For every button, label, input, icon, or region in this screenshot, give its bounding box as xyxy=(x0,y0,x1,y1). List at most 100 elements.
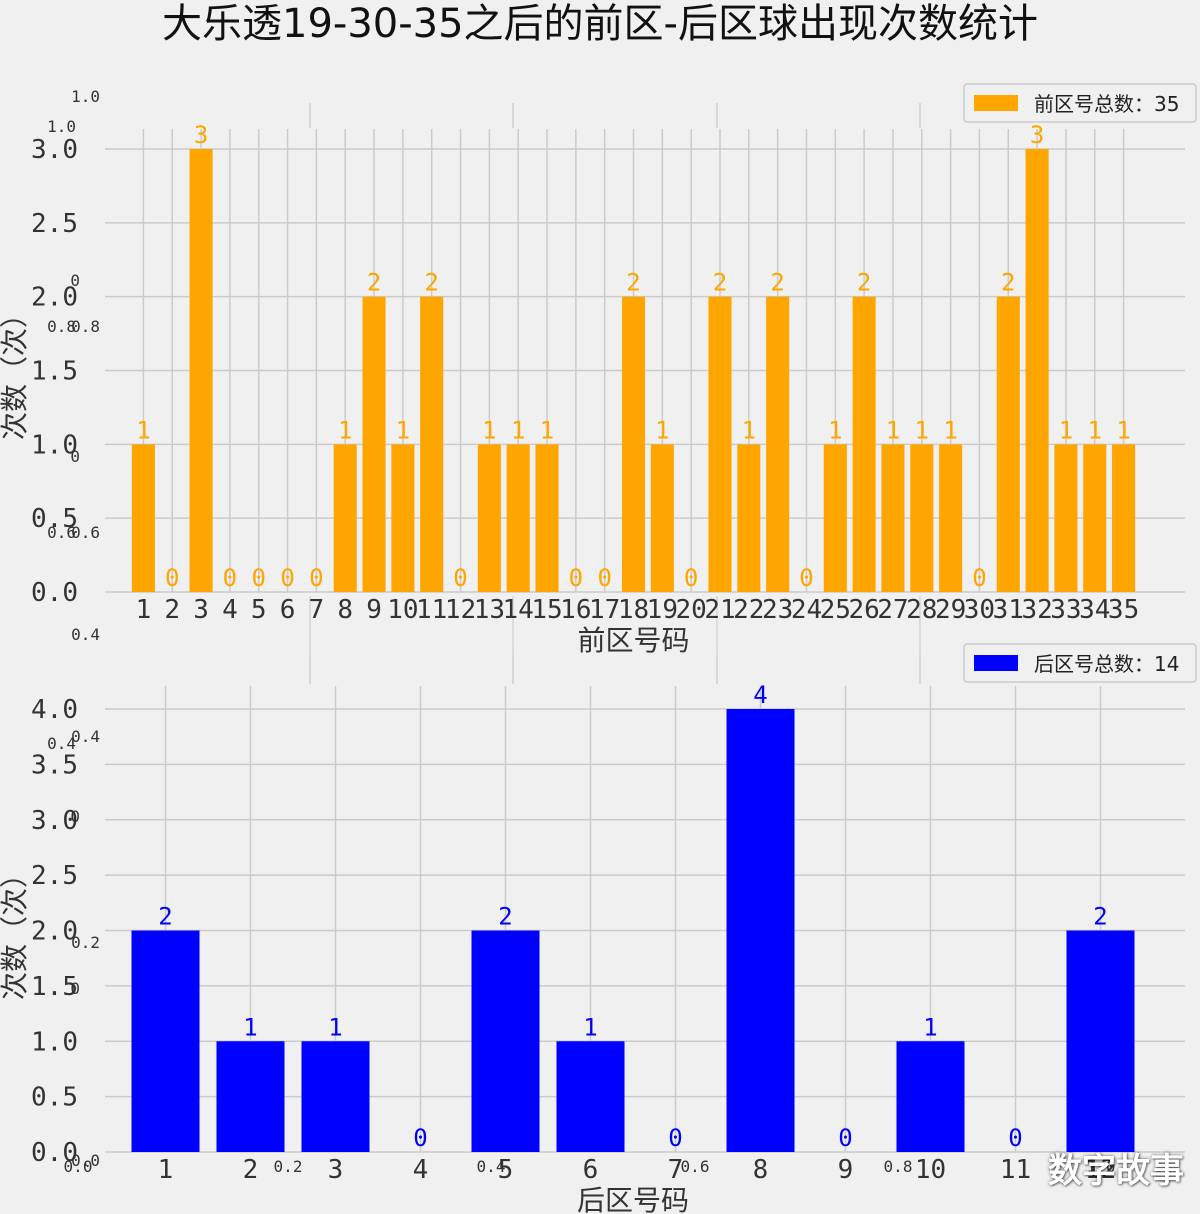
bar-value-label: 1 xyxy=(243,1013,257,1041)
xtick-label: 10 xyxy=(915,1155,946,1185)
bar xyxy=(477,444,501,592)
bar-value-label: 0 xyxy=(453,564,467,592)
bar-value-label: 1 xyxy=(655,416,669,444)
xtick-label: 20 xyxy=(676,595,707,625)
bar-value-label: 0 xyxy=(838,1124,852,1152)
xtick-label: 27 xyxy=(877,595,908,625)
xtick-label: 32 xyxy=(1021,595,1052,625)
xtick-label: 11 xyxy=(1000,1155,1031,1185)
bar-value-label: 4 xyxy=(753,681,767,709)
xtick-label: 9 xyxy=(838,1155,854,1185)
bar xyxy=(131,444,155,592)
bar xyxy=(650,444,674,592)
background-ytick-label: 0.4 xyxy=(71,727,100,746)
ytick-label: 3.0 xyxy=(31,806,78,836)
legend-swatch xyxy=(974,655,1018,671)
xtick-label: 22 xyxy=(733,595,764,625)
bar xyxy=(737,444,761,592)
bar-value-label: 2 xyxy=(367,269,381,297)
xtick-label: 15 xyxy=(531,595,562,625)
xtick-label: 24 xyxy=(791,595,822,625)
bar-value-label: 2 xyxy=(713,269,727,297)
legend-label: 前区号总数：35 xyxy=(1034,92,1179,116)
bar xyxy=(420,296,444,592)
ytick-label: 0.0 xyxy=(31,578,78,608)
ytick-label: 1.0 xyxy=(31,430,78,460)
bar-value-label: 0 xyxy=(1008,1124,1022,1152)
background-ytick-label: 0.4 xyxy=(71,625,100,644)
bar xyxy=(1066,930,1135,1152)
bar-value-label: 2 xyxy=(1093,903,1107,931)
chart-title: 大乐透19-30-35之后的前区-后区球出现次数统计 xyxy=(162,1,1038,47)
watermark: 数字故事 xyxy=(1048,1151,1184,1191)
xtick-label: 12 xyxy=(445,595,476,625)
xtick-label: 33 xyxy=(1050,595,1081,625)
background-stray-label: 0 xyxy=(70,271,80,290)
xtick-label: 14 xyxy=(503,595,534,625)
bar-value-label: 0 xyxy=(597,564,611,592)
background-xtick-label: 0.2 xyxy=(274,1157,303,1176)
xtick-label: 23 xyxy=(762,595,793,625)
ytick-label: 2.5 xyxy=(31,861,78,891)
ytick-label: 0.5 xyxy=(31,504,78,534)
bar-value-label: 3 xyxy=(194,121,208,149)
bar-value-label: 1 xyxy=(482,416,496,444)
xtick-label: 28 xyxy=(906,595,937,625)
background-stray-label: 0 xyxy=(70,447,80,466)
bar-value-label: 2 xyxy=(770,269,784,297)
bar xyxy=(1112,444,1136,592)
xtick-label: 30 xyxy=(964,595,995,625)
background-ytick-label: 0.8 xyxy=(71,317,100,336)
xtick-label: 26 xyxy=(848,595,879,625)
background-stray-label: 0 xyxy=(70,979,80,998)
xtick-label: 4 xyxy=(222,595,238,625)
xtick-label: 8 xyxy=(337,595,353,625)
legend-box xyxy=(963,83,1197,123)
bar xyxy=(852,296,876,592)
xtick-label: 18 xyxy=(618,595,649,625)
bar-value-label: 1 xyxy=(1116,416,1130,444)
bar-value-label: 1 xyxy=(583,1013,597,1041)
y-axis-label: 次数（次） xyxy=(0,860,31,1000)
background-ytick-label: 0.2 xyxy=(71,933,100,952)
bar xyxy=(301,1041,370,1152)
bar xyxy=(1083,444,1107,592)
bar-value-label: 0 xyxy=(280,564,294,592)
bar xyxy=(506,444,530,592)
bar-value-label: 2 xyxy=(424,269,438,297)
bar xyxy=(535,444,559,592)
xtick-label: 3 xyxy=(193,595,209,625)
xtick-label: 6 xyxy=(280,595,296,625)
bar-value-label: 2 xyxy=(1001,269,1015,297)
bar xyxy=(471,930,540,1152)
xtick-label: 6 xyxy=(583,1155,599,1185)
bar xyxy=(131,930,200,1152)
bar xyxy=(823,444,847,592)
ytick-label: 2.5 xyxy=(31,209,78,239)
bar xyxy=(881,444,905,592)
background-xtick-label: 0.8 xyxy=(884,1157,913,1176)
background-ytick-label: 0.6 xyxy=(71,523,100,542)
bar-value-label: 2 xyxy=(857,269,871,297)
xtick-label: 8 xyxy=(753,1155,769,1185)
bar-value-label: 1 xyxy=(511,416,525,444)
ytick-label: 3.0 xyxy=(31,135,78,165)
xtick-label: 21 xyxy=(704,595,735,625)
bar-value-label: 1 xyxy=(338,416,352,444)
bar-value-label: 3 xyxy=(1030,121,1044,149)
ytick-label: 1.5 xyxy=(31,357,78,387)
bar-value-label: 2 xyxy=(626,269,640,297)
background-ytick-label: 0.4 xyxy=(47,734,76,753)
bar xyxy=(189,149,213,592)
xtick-label: 5 xyxy=(251,595,267,625)
xtick-label: 25 xyxy=(820,595,851,625)
bar-value-label: 1 xyxy=(886,416,900,444)
ytick-label: 3.5 xyxy=(31,750,78,780)
bar-value-label: 0 xyxy=(668,1124,682,1152)
xtick-label: 35 xyxy=(1108,595,1139,625)
bar xyxy=(766,296,790,592)
xtick-label: 1 xyxy=(158,1155,174,1185)
bar xyxy=(333,444,357,592)
bar-value-label: 0 xyxy=(309,564,323,592)
legend-label: 后区号总数：14 xyxy=(1034,652,1179,676)
